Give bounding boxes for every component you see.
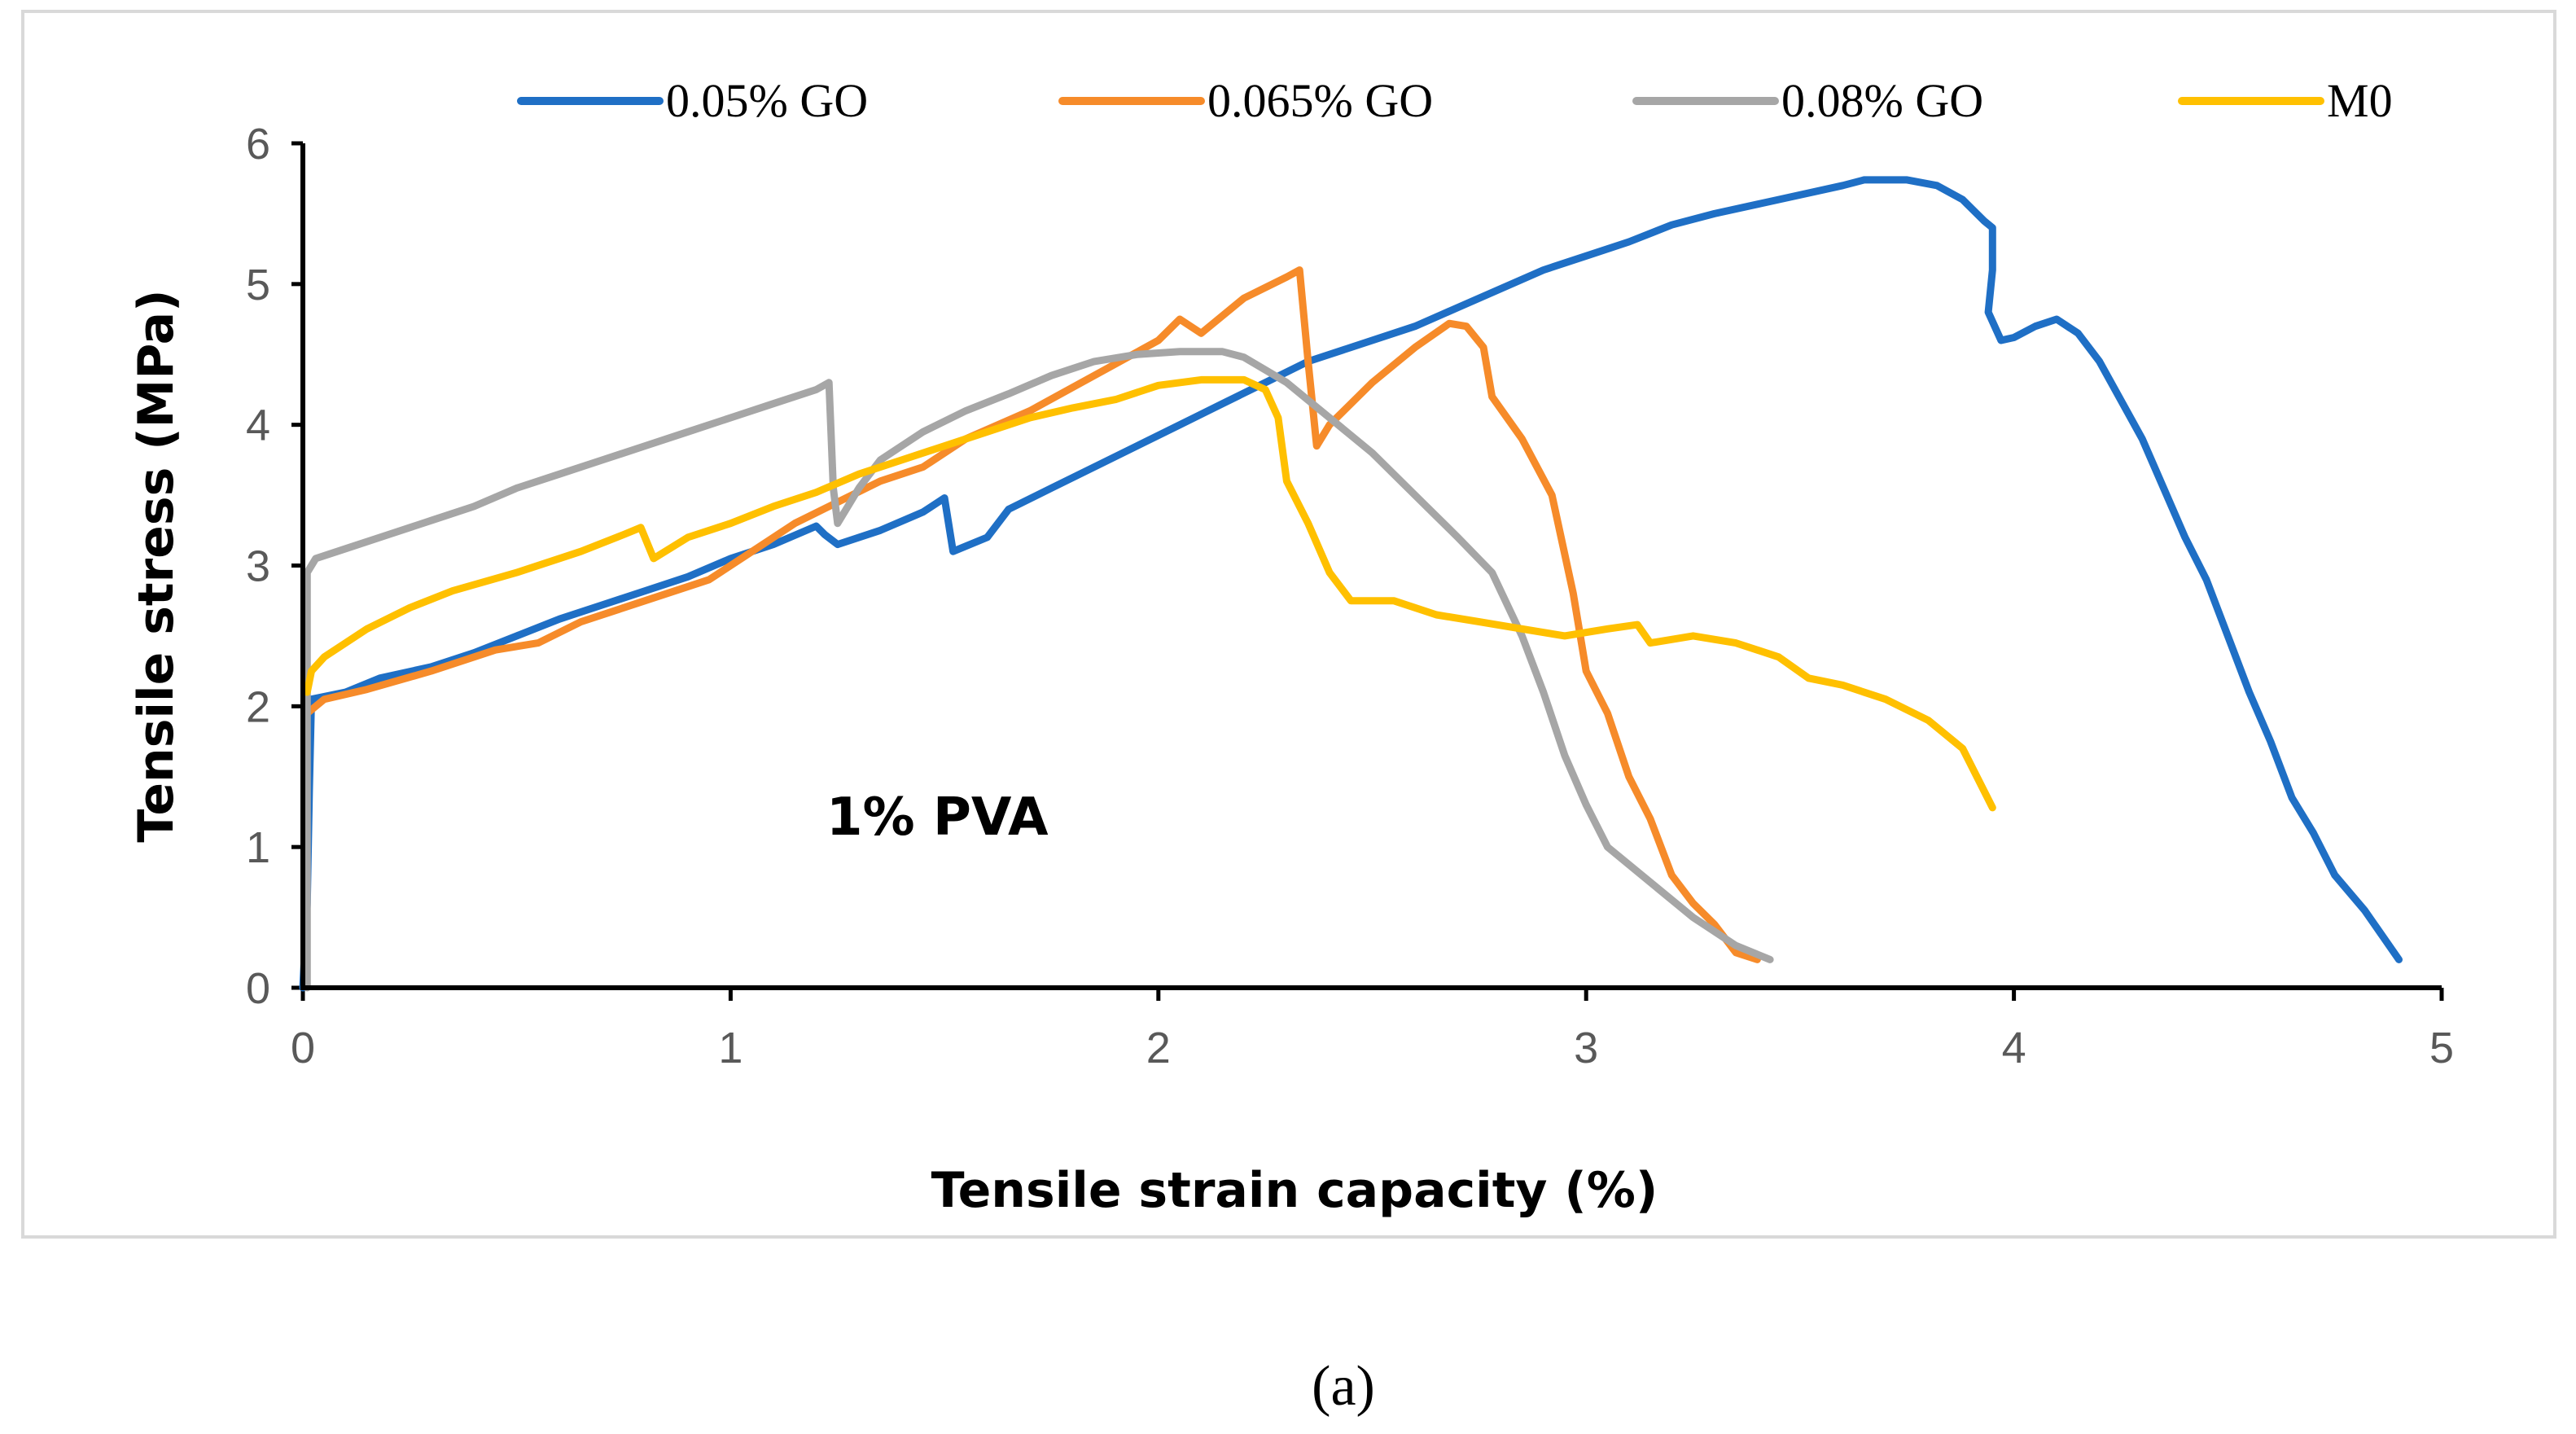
annotation-label: 1% PVA: [826, 787, 1049, 848]
legend-label-3: 0.08% GO: [1781, 74, 1983, 127]
x-tick-label: 5: [2429, 1024, 2454, 1072]
y-tick-label: 1: [246, 823, 270, 872]
x-tick-label: 0: [291, 1024, 315, 1072]
legend-label-1: 0.05% GO: [666, 74, 868, 127]
series-line-3: [303, 348, 1774, 992]
legend-label-2: 0.065% GO: [1207, 74, 1433, 127]
series-line-1: [299, 176, 2403, 992]
figure-caption: (a): [1312, 1355, 1375, 1418]
x-tick-label: 2: [1146, 1024, 1171, 1072]
y-axis-title: Tensile stress (MPa): [128, 289, 185, 842]
series-line-2: [303, 266, 1761, 963]
y-tick-label: 5: [246, 261, 270, 309]
legend: 0.05% GO 0.065% GO 0.08% GO M0: [517, 74, 2393, 127]
y-axis-ticks: 0 1 2 3 4 5 6: [246, 120, 303, 1013]
x-axis-title: Tensile strain capacity (%): [931, 1162, 1658, 1219]
y-tick-label: 4: [246, 401, 270, 450]
y-tick-label: 2: [246, 682, 270, 731]
series-line-4: [303, 375, 1996, 812]
y-tick-label: 6: [246, 120, 270, 169]
chart-frame: [21, 10, 2556, 1239]
x-tick-label: 3: [1574, 1024, 1598, 1072]
x-tick-label: 4: [2002, 1024, 2026, 1072]
y-tick-label: 3: [246, 542, 270, 591]
y-tick-label: 0: [246, 964, 270, 1013]
x-tick-label: 1: [718, 1024, 743, 1072]
legend-label-4: M0: [2327, 74, 2393, 127]
series-group: [299, 176, 2403, 992]
